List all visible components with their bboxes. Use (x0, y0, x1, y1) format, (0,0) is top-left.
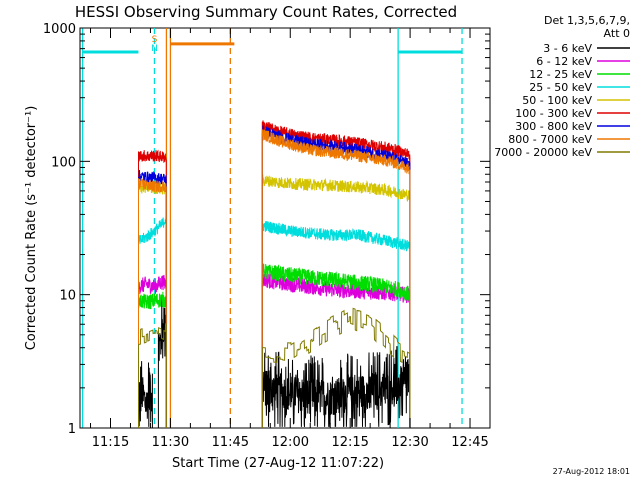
series-line (138, 177, 167, 428)
plot-frame (79, 27, 491, 429)
x-tick-label: 12:30 (391, 435, 428, 450)
footer-timestamp: 27-Aug-2012 18:01 (553, 467, 630, 476)
series-line (261, 172, 411, 428)
series-7000-20000-kev (138, 307, 411, 428)
x-axis-label: Start Time (27-Aug-12 11:07:22) (172, 456, 384, 471)
x-tick-label: 11:30 (152, 435, 189, 450)
x-axis: 11:15 11:30 11:45 12:00 12:15 12:30 12:45 (90, 28, 491, 450)
series-line (261, 307, 411, 428)
x-tick-label: 12:15 (331, 435, 368, 450)
series-line (261, 263, 411, 428)
legend-label: 800 - 7000 keV (508, 133, 592, 146)
legend-label: 12 - 25 keV (529, 68, 592, 81)
series-line (138, 291, 167, 428)
state-annotations: SN (151, 35, 158, 54)
x-tick-label: 11:15 (92, 435, 129, 450)
y-axis-label: Corrected Count Rate (s⁻¹ detector⁻¹) (24, 106, 39, 351)
series-3-6-kev (138, 294, 411, 428)
annotation-s: S (152, 35, 158, 45)
series-layer (82, 42, 463, 428)
y-tick-label: 100 (51, 155, 76, 170)
plot-area: SN 11:15 11:30 11:45 12:00 12:15 12:30 12:45 1… (43, 22, 491, 450)
legend-label: 7000 - 20000 keV (494, 146, 592, 159)
series-line (138, 323, 167, 428)
y-tick-label: 1 (68, 422, 76, 437)
y-axis: 1 10 100 1000 (43, 22, 490, 437)
series-12-25-kev (138, 263, 411, 428)
annotation-n: N (151, 44, 158, 54)
x-tick-label: 12:00 (272, 435, 309, 450)
legend-header-line-1: Det 1,3,5,6,7,9, (544, 14, 630, 27)
legend-header-line-2: Att 0 (604, 27, 630, 40)
series-line (138, 361, 153, 428)
series-25-50-kev (82, 50, 463, 428)
y-tick-label: 1000 (43, 22, 76, 37)
legend-label: 25 - 50 keV (529, 81, 592, 94)
legend-label: 6 - 12 keV (536, 55, 592, 68)
legend-label: 300 - 800 keV (515, 120, 592, 133)
series-line (138, 149, 167, 428)
series-line (261, 125, 411, 428)
legend-label: 100 - 300 keV (515, 107, 592, 120)
series-line (261, 129, 411, 428)
series-line (157, 294, 167, 428)
series-line (138, 212, 167, 428)
series-line (138, 274, 167, 428)
x-tick-label: 11:45 (212, 435, 249, 450)
series-line (261, 220, 411, 428)
x-tick-label: 12:45 (451, 435, 488, 450)
y-tick-label: 10 (59, 289, 76, 304)
chart-title: HESSI Observing Summary Count Rates, Cor… (75, 3, 457, 21)
series-line (261, 345, 411, 428)
legend-label: 50 - 100 keV (522, 94, 592, 107)
legend-label: 3 - 6 keV (543, 42, 592, 55)
series-800-7000-kev (138, 42, 411, 428)
